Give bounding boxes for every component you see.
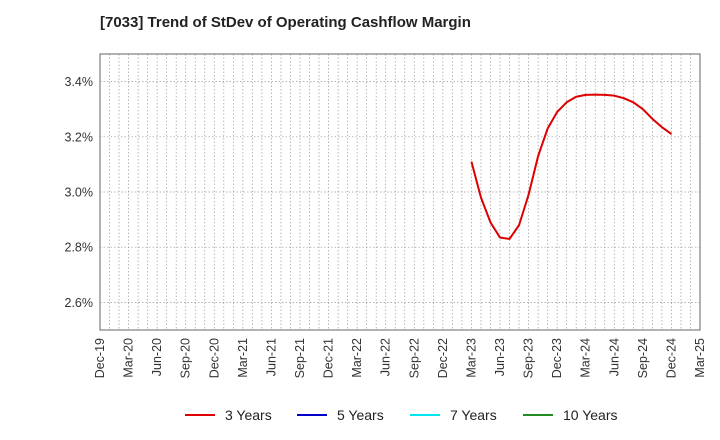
line-chart: 2.6% 2.8% 3.0% 3.2% 3.4% Dec-19 Mar-20 Jun-20 Se… [65, 53, 707, 378]
y-tick-label: 3.0% [65, 186, 94, 200]
x-tick-label: Jun-24 [607, 338, 621, 376]
x-tick-label: Dec-24 [664, 338, 678, 378]
series-line-3-years [470, 93, 673, 240]
legend-swatch-3-years [185, 414, 215, 416]
x-tick-label: Mar-24 [579, 338, 593, 378]
legend-label-3-years: 3 Years [225, 407, 272, 423]
x-tick-label: Mar-20 [122, 338, 136, 378]
legend-item-10-years[interactable]: 10 Years [523, 405, 618, 425]
x-tick-label: Jun-22 [379, 338, 393, 376]
legend-swatch-7-years [410, 414, 440, 416]
x-tick-label: Sep-21 [293, 338, 307, 378]
x-tick-label: Dec-19 [93, 338, 107, 378]
y-tick-label: 2.6% [65, 296, 94, 310]
x-tick-label: Jun-20 [150, 338, 164, 376]
x-tick-label: Sep-22 [407, 338, 421, 378]
y-tick-label: 3.2% [65, 130, 94, 144]
legend: 3 Years 5 Years 7 Years 10 Years [0, 405, 720, 425]
plot-frame [99, 53, 701, 331]
x-tick-label: Jun-21 [264, 338, 278, 376]
x-tick-label: Sep-23 [522, 338, 536, 378]
legend-item-5-years[interactable]: 5 Years [297, 405, 384, 425]
x-tick-label: Mar-23 [464, 338, 478, 378]
legend-label-10-years: 10 Years [563, 407, 618, 423]
y-tick-label: 2.8% [65, 241, 94, 255]
x-tick-label: Mar-21 [236, 338, 250, 378]
x-tick-label: Dec-21 [322, 338, 336, 378]
legend-label-7-years: 7 Years [450, 407, 497, 423]
x-tick-label: Jun-23 [493, 338, 507, 376]
x-tick-label: Dec-23 [550, 338, 564, 378]
x-tick-label: Sep-24 [636, 338, 650, 378]
legend-item-3-years[interactable]: 3 Years [185, 405, 272, 425]
legend-item-7-years[interactable]: 7 Years [410, 405, 497, 425]
x-tick-label: Sep-20 [179, 338, 193, 378]
x-tick-label: Mar-22 [350, 338, 364, 378]
x-tick-label: Dec-20 [207, 338, 221, 378]
y-tick-label: 3.4% [65, 75, 94, 89]
x-tick-label: Mar-25 [693, 338, 707, 378]
legend-label-5-years: 5 Years [337, 407, 384, 423]
chart-title: [7033] Trend of StDev of Operating Cashf… [100, 14, 471, 31]
x-tick-label: Dec-22 [436, 338, 450, 378]
legend-swatch-5-years [297, 414, 327, 416]
legend-swatch-10-years [523, 414, 553, 416]
